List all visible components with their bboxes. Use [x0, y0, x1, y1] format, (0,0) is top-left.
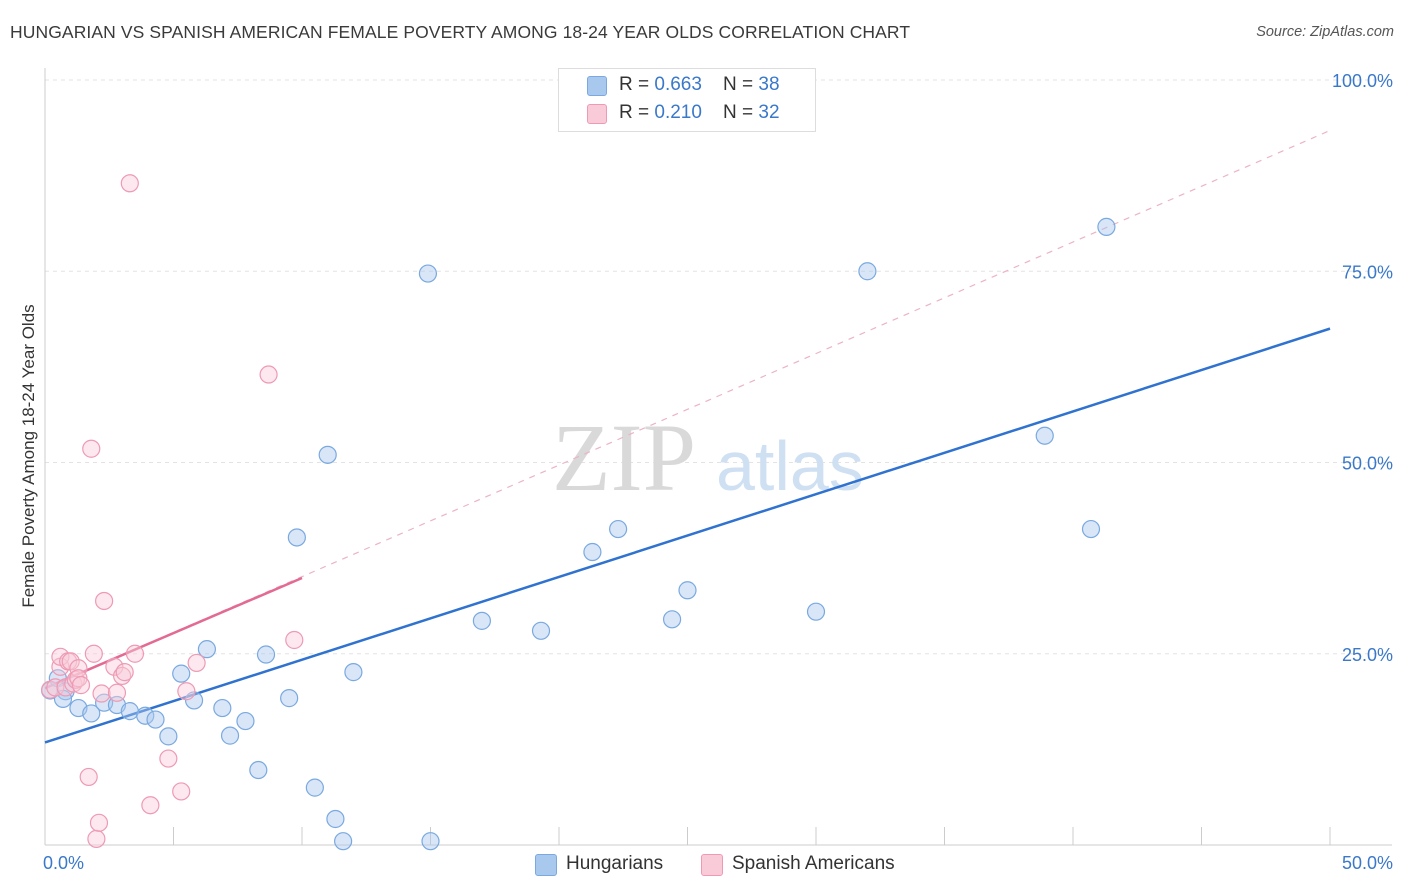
source-label: Source: ZipAtlas.com	[1256, 24, 1394, 40]
point-hungarians	[184, 691, 204, 710]
point-hungarians	[678, 581, 697, 600]
point-hungarians	[318, 445, 337, 464]
bottom-legend-swatch-spanish-americans	[701, 854, 723, 876]
grid-lines	[45, 79, 1392, 655]
point-hungarians	[236, 711, 255, 731]
point-spanish-americans	[107, 683, 127, 702]
point-hungarians	[249, 760, 268, 780]
point-hungarians	[82, 704, 101, 723]
point-hungarians	[418, 264, 438, 283]
axes	[44, 68, 1392, 846]
x-tick-label: 0.0%	[43, 853, 84, 873]
point-spanish-americans	[61, 652, 80, 671]
legend-n-label: N =	[723, 102, 759, 123]
legend-swatch-hungarians	[587, 76, 607, 96]
chart-title: HUNGARIAN VS SPANISH AMERICAN FEMALE POV…	[10, 22, 911, 42]
point-spanish-americans	[89, 813, 109, 832]
point-hungarians	[220, 726, 240, 745]
point-spanish-americans	[92, 684, 111, 703]
correlation-legend: R = 0.663 N = 38 R = 0.210 N = 32	[558, 68, 816, 132]
point-hungarians	[531, 621, 551, 640]
point-hungarians	[662, 610, 682, 629]
x-tick-label: 50.0%	[1342, 853, 1393, 873]
point-hungarians	[159, 727, 178, 746]
watermark-zip: ZIP	[552, 404, 696, 511]
point-spanish-americans	[87, 829, 106, 848]
point-hungarians	[326, 809, 345, 829]
legend-r-label: R =	[619, 74, 655, 95]
point-spanish-americans	[71, 676, 91, 695]
point-hungarians	[421, 832, 440, 851]
trend-lines	[44, 129, 1331, 744]
tick-labels: 25.0% 50.0% 75.0% 100.0% 0.0% 50.0%	[43, 71, 1393, 873]
trend-line-hungarians	[44, 327, 1331, 744]
point-hungarians	[305, 778, 324, 797]
legend-r-value: 0.210	[654, 102, 702, 123]
point-spanish-americans	[141, 796, 160, 815]
point-spanish-americans	[177, 682, 196, 701]
point-hungarians	[197, 640, 217, 659]
point-spanish-americans	[115, 663, 134, 682]
point-spanish-americans	[285, 630, 304, 650]
point-hungarians	[806, 602, 826, 621]
point-hungarians	[136, 706, 155, 725]
y-tick-label: 25.0%	[1342, 645, 1393, 665]
point-hungarians	[172, 664, 191, 683]
point-spanish-americans	[79, 767, 98, 787]
point-hungarians	[344, 663, 363, 682]
point-hungarians	[334, 832, 353, 851]
y-tick-label: 75.0%	[1342, 262, 1393, 282]
point-spanish-americans	[84, 644, 103, 663]
point-hungarians	[858, 262, 877, 281]
point-hungarians	[120, 702, 139, 721]
point-hungarians	[213, 698, 232, 718]
y-axis-label: Female Poverty Among 18-24 Year Olds	[19, 304, 38, 607]
legend-r-label: R =	[619, 102, 655, 123]
y-tick-label: 100.0%	[1332, 71, 1393, 91]
point-spanish-americans	[125, 644, 145, 663]
point-hungarians	[1035, 426, 1054, 445]
watermark-atlas: atlas	[716, 427, 864, 505]
bottom-legend-label-spanish-americans: Spanish Americans	[732, 853, 895, 874]
bottom-legend-swatch-hungarians	[535, 854, 557, 876]
point-spanish-americans	[120, 174, 139, 193]
point-hungarians	[583, 542, 602, 562]
y-tick-label: 50.0%	[1342, 454, 1393, 474]
point-spanish-americans	[82, 439, 101, 458]
scatter-points	[41, 174, 1116, 851]
point-spanish-americans	[187, 653, 206, 673]
point-spanish-americans	[172, 782, 191, 801]
point-hungarians	[472, 611, 491, 630]
legend-n-value: 38	[758, 74, 780, 95]
point-hungarians	[1097, 217, 1116, 236]
point-hungarians	[609, 519, 628, 539]
legend-n-value: 32	[758, 102, 780, 123]
legend-swatch-spanish-americans	[587, 104, 607, 124]
point-hungarians	[146, 710, 165, 729]
point-hungarians	[280, 689, 299, 708]
bottom-legend-label-hungarians: Hungarians	[566, 853, 664, 874]
legend-r-value: 0.663	[654, 74, 702, 95]
point-spanish-americans	[95, 591, 114, 611]
point-hungarians	[1081, 519, 1101, 539]
point-hungarians	[256, 645, 276, 664]
legend-n-label: N =	[723, 74, 759, 95]
point-spanish-americans	[259, 365, 278, 384]
trend-line-spanish-americans	[44, 576, 303, 690]
point-spanish-americans	[159, 749, 178, 768]
point-spanish-americans	[46, 678, 65, 697]
point-spanish-americans	[105, 657, 124, 676]
point-hungarians	[287, 528, 306, 547]
